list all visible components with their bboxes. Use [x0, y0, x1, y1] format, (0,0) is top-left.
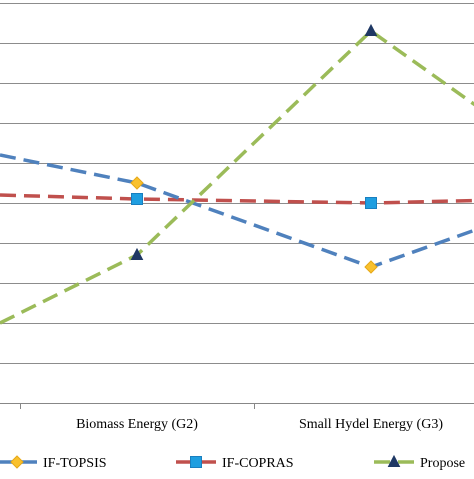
series-line: [0, 28, 474, 325]
data-point: [131, 193, 143, 205]
legend: IF-TOPSIS IF-COPRAS Propose: [0, 454, 465, 471]
markers-if-topsis: [130, 176, 378, 274]
series-line: [0, 153, 474, 269]
data-point: [10, 455, 24, 469]
gridlines: [0, 3, 474, 404]
legend-label: Propose: [420, 456, 465, 471]
markers-if-copras: [131, 193, 377, 209]
legend-item: Propose: [374, 454, 465, 471]
series-if-topsis: [0, 153, 474, 269]
data-point: [190, 456, 202, 468]
series-line: [0, 193, 474, 205]
markers-propose: [130, 23, 378, 260]
legend-item: IF-TOPSIS: [0, 455, 107, 471]
data-point: [130, 247, 144, 260]
data-point: [365, 197, 377, 209]
data-point: [364, 23, 378, 36]
legend-label: IF-COPRAS: [222, 456, 294, 471]
data-point: [387, 454, 401, 467]
series-propose: [0, 28, 474, 325]
series-lines: [0, 23, 474, 325]
legend-item: IF-COPRAS: [176, 456, 294, 471]
x-axis: Biomass Energy (G2) Small Hydel Energy (G…: [20, 403, 443, 432]
data-point: [364, 260, 378, 274]
legend-label: IF-TOPSIS: [43, 456, 107, 471]
series-if-copras: [0, 193, 474, 205]
x-tick-label: Biomass Energy (G2): [76, 417, 198, 432]
x-tick-label: Small Hydel Energy (G3): [299, 417, 443, 432]
data-point: [130, 176, 144, 190]
